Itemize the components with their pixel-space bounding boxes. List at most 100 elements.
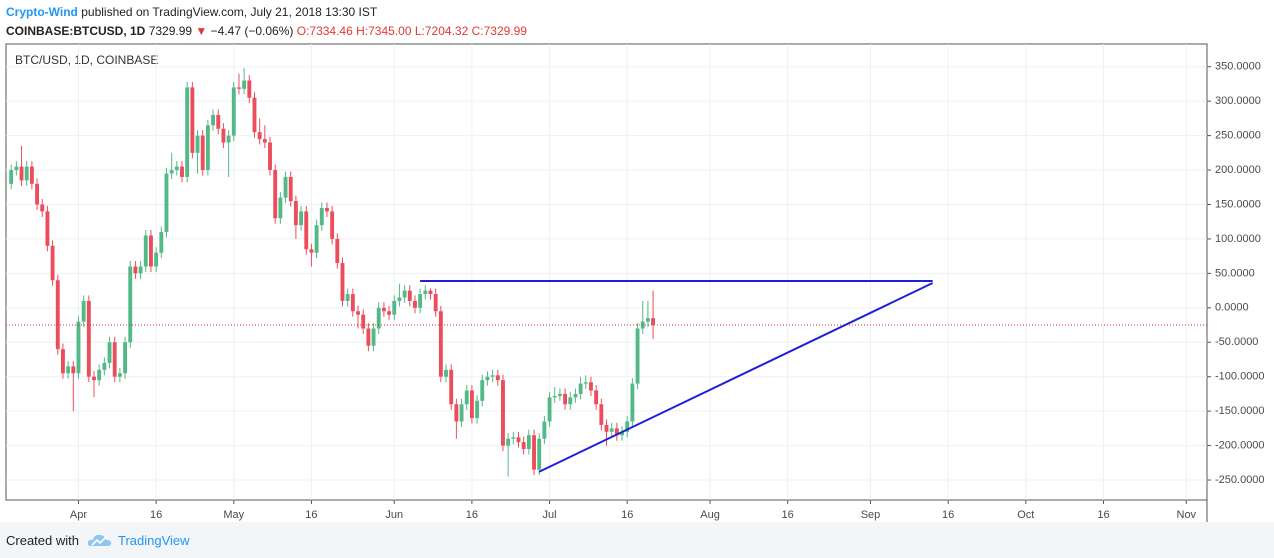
y-tick-label: 350.0000 xyxy=(1215,61,1261,73)
candle-body xyxy=(231,87,236,136)
candle-body xyxy=(149,235,153,267)
candle-body xyxy=(319,207,324,226)
candle-body xyxy=(205,125,210,171)
candle-body xyxy=(190,87,195,153)
candle-body xyxy=(81,300,86,322)
y-tick-label: -50.0000 xyxy=(1215,336,1258,348)
x-tick-label: Aug xyxy=(700,509,720,521)
candle-body xyxy=(9,170,14,184)
x-tick-label: May xyxy=(223,509,244,521)
x-tick-label: Jul xyxy=(543,509,557,521)
candle-body xyxy=(609,428,614,432)
brand[interactable]: TradingView xyxy=(118,533,190,548)
candle-body xyxy=(475,400,480,419)
candle-body xyxy=(180,166,184,177)
y-tick-label: 200.0000 xyxy=(1215,164,1261,176)
candle-body xyxy=(402,290,407,298)
candle-body xyxy=(24,166,29,181)
candle-body xyxy=(625,421,630,432)
x-tick-label: Apr xyxy=(70,509,87,521)
candle-body xyxy=(97,369,102,381)
candle-body xyxy=(511,437,516,439)
candle-body xyxy=(169,170,174,174)
open: O:7334.46 xyxy=(296,24,353,38)
candle-body xyxy=(159,232,164,253)
candle-body xyxy=(330,211,335,239)
candle-body xyxy=(268,142,272,171)
candle-body xyxy=(547,397,552,422)
candle-body xyxy=(242,80,247,89)
candle-body xyxy=(107,342,112,363)
header: Crypto-Wind published on TradingView.com… xyxy=(6,3,527,41)
candle-body xyxy=(257,132,262,140)
candle-body xyxy=(449,369,454,405)
candle-body xyxy=(164,173,169,233)
candle-body xyxy=(340,263,345,301)
candle-body xyxy=(630,383,635,422)
candle-body xyxy=(195,135,200,153)
candle-body xyxy=(252,97,257,133)
author[interactable]: Crypto-Wind xyxy=(6,5,78,19)
candle-body xyxy=(71,366,76,374)
candle-body xyxy=(376,307,381,329)
candle-body xyxy=(645,318,650,322)
candle-body xyxy=(501,380,505,446)
candle-body xyxy=(335,238,340,264)
candle-body xyxy=(392,300,397,315)
candle-body xyxy=(221,128,226,143)
candle-body xyxy=(66,366,71,374)
candle-body xyxy=(45,211,50,246)
down-arrow: ▼ xyxy=(195,24,208,38)
candle-body xyxy=(314,225,319,253)
candle-body xyxy=(573,393,578,398)
candle-body xyxy=(29,166,34,184)
symbol: COINBASE:BTCUSD, 1D xyxy=(6,24,146,38)
y-tick-label: -250.0000 xyxy=(1215,474,1265,486)
x-tick-label: Jun xyxy=(385,509,403,521)
candle-body xyxy=(604,424,609,432)
candle-body xyxy=(293,201,298,226)
candle-body xyxy=(102,362,107,370)
candle-body xyxy=(226,135,231,143)
candle-body xyxy=(526,435,531,450)
candle-body xyxy=(418,294,423,308)
candle-body xyxy=(288,176,293,202)
y-tick-label: -200.0000 xyxy=(1215,439,1265,451)
candle-body xyxy=(185,87,190,177)
x-tick-label: 16 xyxy=(305,509,317,521)
candle-body xyxy=(117,373,122,377)
candle-body xyxy=(304,211,309,250)
last: 7329.99 xyxy=(148,24,193,38)
quote-line: COINBASE:BTCUSD, 1D 7329.99 ▼ −4.47 (−0.… xyxy=(6,22,527,41)
candle-body xyxy=(128,266,133,343)
candle-body xyxy=(154,252,159,267)
candle-body xyxy=(19,166,24,181)
candle-body xyxy=(578,383,583,394)
candle-body xyxy=(92,376,96,381)
candle-body xyxy=(216,114,221,129)
candle-body xyxy=(480,380,485,401)
candle-body xyxy=(490,375,495,377)
candle-body xyxy=(563,393,568,405)
candle-body xyxy=(651,318,656,326)
candle-body xyxy=(454,404,459,422)
candle-body xyxy=(273,170,278,219)
candle-body xyxy=(557,393,562,396)
y-tick-label: 150.0000 xyxy=(1215,198,1261,210)
candle-body xyxy=(86,300,91,377)
chart: BTC/USD, 1D, COINBASE 350.0000 300.0000 25… xyxy=(5,43,1265,522)
candle-body xyxy=(599,404,604,425)
candle-body xyxy=(381,307,386,312)
candle-body xyxy=(397,297,402,301)
change: −4.47 (−0.06%) xyxy=(210,24,294,38)
x-tick-label: Nov xyxy=(1177,509,1197,521)
y-tick-label: 250.0000 xyxy=(1215,130,1261,142)
candle-body xyxy=(469,390,474,419)
candle-body xyxy=(200,135,205,171)
candle-body xyxy=(366,328,371,346)
candle-body xyxy=(76,321,81,374)
candle-body xyxy=(345,294,350,301)
candle-body xyxy=(35,183,40,205)
y-tick-label: -100.0000 xyxy=(1215,371,1265,383)
